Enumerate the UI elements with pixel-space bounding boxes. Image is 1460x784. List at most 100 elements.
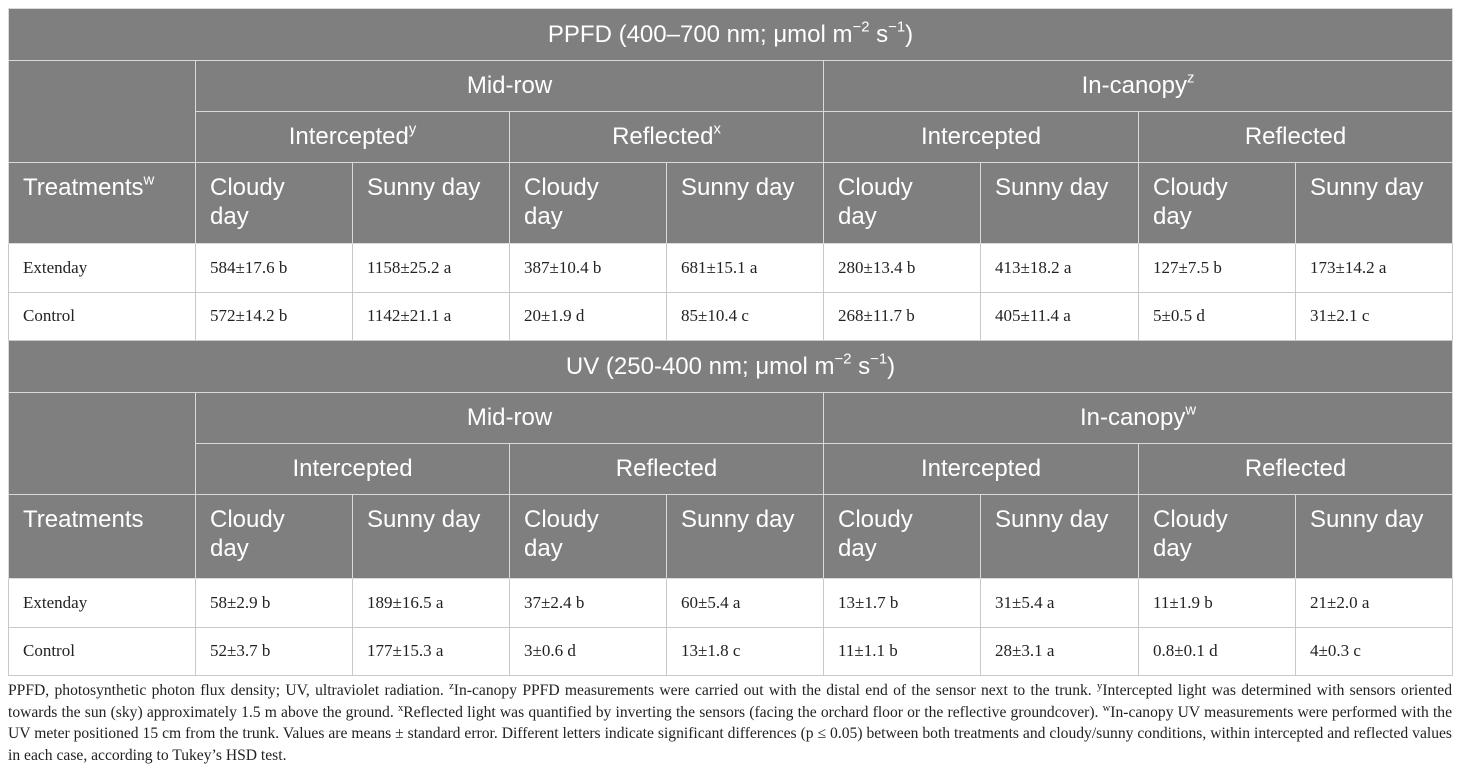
value-cell: 572±14.2 b (195, 291, 353, 341)
subgroup-row: Interceptedy Reflectedx Intercepted Reflect… (9, 111, 1454, 163)
text-run: Intercepted (920, 455, 1042, 482)
subgroup-header: Intercepted (823, 111, 1139, 163)
superscript: w (1102, 702, 1111, 714)
footnote: PPFD, photosynthetic photon flux density… (8, 680, 1452, 766)
empty-header (8, 392, 196, 495)
text-run: In-canopy (1081, 72, 1187, 99)
subgroup-header: Intercepted (195, 443, 510, 495)
value-cell: 21±2.0 a (1294, 578, 1454, 628)
title-row: PPFD (400–700 nm; μmol m−2 s−1) (7, 8, 1454, 61)
data-table: PPFD (400–700 nm; μmol m−2 s−1) Mid-row In… (7, 8, 1454, 676)
text-run: Reflected (612, 123, 714, 150)
superscript: −2 (852, 19, 870, 36)
superscript: w (143, 172, 155, 189)
column-header: Cloudy day (195, 162, 353, 244)
value-cell: 1142±21.1 a (352, 291, 510, 341)
value-cell: 280±13.4 b (823, 243, 981, 293)
subgroup-header: Reflected (509, 443, 824, 495)
group-header: Mid-row (195, 60, 824, 112)
column-label: Sunny day (1310, 174, 1424, 201)
value-cell: 31±5.4 a (980, 578, 1139, 628)
column-header: Cloudy day (1138, 494, 1296, 579)
superscript: w (1185, 402, 1197, 419)
value-cell: 405±11.4 a (980, 291, 1139, 341)
subgroup-header: Reflected (1137, 111, 1454, 163)
column-label: Sunny day (995, 174, 1109, 201)
value-cell: 4±0.3 c (1294, 626, 1454, 676)
data-row: Control 572±14.2 b 1142±21.1 a 20±1.9 d 85±1… (8, 291, 1454, 341)
value-cell: 20±1.9 d (509, 291, 667, 341)
value-cell: 31±2.1 c (1294, 291, 1454, 341)
column-label: Cloudy day (210, 506, 285, 562)
column-header: Sunny day (666, 162, 824, 244)
value-cell: 11±1.9 b (1138, 578, 1296, 628)
column-header: Sunny day (980, 162, 1139, 244)
value-cell: 11±1.1 b (823, 626, 981, 676)
text-run: ) (905, 20, 914, 48)
column-header: Sunny day (666, 494, 824, 579)
text-run: Intercepted light was determined with se… (8, 682, 1452, 721)
value-cell: 177±15.3 a (352, 626, 510, 676)
value-cell: 13±1.8 c (666, 626, 824, 676)
superscript: −1 (870, 351, 888, 368)
group-header: In-canopyz (822, 60, 1454, 112)
column-header: Cloudy day (509, 494, 667, 579)
text-run: In-canopy PPFD measurements were carried… (453, 682, 1098, 699)
row-header: Treatments (8, 494, 196, 579)
superscript: x (713, 121, 721, 138)
column-label: Sunny day (1310, 506, 1424, 533)
section-title: PPFD (400–700 nm; μmol m−2 s−1) (7, 8, 1454, 61)
column-header: Sunny day (1294, 162, 1454, 244)
column-header: Cloudy day (195, 494, 353, 579)
text-run: ) (887, 352, 896, 380)
group-row: Mid-row In-canopyw (8, 392, 1454, 495)
text-run: s (869, 20, 889, 48)
column-header: Cloudy day (823, 494, 981, 579)
column-label: Cloudy day (524, 174, 599, 230)
text-run: UV (250-400 nm; μmol m (565, 352, 835, 380)
data-row: Control 52±3.7 b 177±15.3 a 3±0.6 d 13±1.8 c… (8, 626, 1454, 676)
value-cell: 268±11.7 b (823, 291, 981, 341)
treatment-cell: Extenday (8, 243, 196, 293)
text-run: In-canopy (1079, 404, 1186, 431)
text-run: Reflected light was quantified by invert… (403, 703, 1103, 721)
treatment-cell: Control (8, 626, 196, 676)
column-label: Sunny day (367, 506, 481, 533)
section-title: UV (250-400 nm; μmol m−2 s−1) (7, 340, 1454, 393)
text-run: Mid-row (466, 72, 553, 99)
superscript: y (1097, 681, 1103, 693)
superscript: z (1187, 70, 1195, 87)
text-run: Intercepted (292, 455, 413, 482)
value-cell: 3±0.6 d (509, 626, 667, 676)
column-header: Sunny day (352, 162, 510, 244)
value-cell: 5±0.5 d (1138, 291, 1296, 341)
column-header: Sunny day (352, 494, 510, 579)
group-header: In-canopyw (822, 392, 1454, 444)
column-header: Cloudy day (823, 162, 981, 244)
subgroup-header: Interceptedy (195, 111, 510, 163)
value-cell: 13±1.7 b (823, 578, 981, 628)
subgroup-header: Reflectedx (509, 111, 824, 163)
column-label: Cloudy day (838, 506, 913, 562)
subgroup-header: Reflected (1137, 443, 1454, 495)
superscript: x (397, 702, 404, 714)
column-header-row: Treatments Cloudy day Sunny day Cloudy day S… (8, 494, 1454, 579)
subgroup-row: Intercepted Reflected Intercepted Reflected (9, 443, 1454, 495)
superscript: −1 (888, 19, 906, 36)
text-run: s (851, 352, 871, 380)
value-cell: 58±2.9 b (195, 578, 353, 628)
value-cell: 37±2.4 b (509, 578, 667, 628)
value-cell: 0.8±0.1 d (1138, 626, 1296, 676)
column-label: Cloudy day (524, 506, 599, 562)
group-row: Mid-row In-canopyz (8, 60, 1454, 163)
data-row: Extenday 58±2.9 b 189±16.5 a 37±2.4 b 60±5.4… (8, 578, 1454, 628)
column-header: Sunny day (1294, 494, 1454, 579)
text-run: Reflected (1244, 123, 1347, 150)
column-header: Sunny day (980, 494, 1139, 579)
column-label: Sunny day (995, 506, 1109, 533)
value-cell: 60±5.4 a (666, 578, 824, 628)
column-header-row: Treatmentsw Cloudy day Sunny day Cloudy day… (8, 162, 1454, 244)
value-cell: 584±17.6 b (195, 243, 353, 293)
